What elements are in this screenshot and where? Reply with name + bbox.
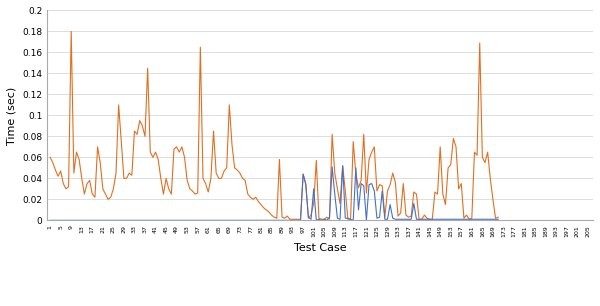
Total Flight Time*1000 — [431, 190, 439, 194]
Initial Planning time — [494, 218, 502, 221]
Initial Planning time — [428, 218, 436, 221]
Total Flight Time*1000 — [316, 216, 323, 220]
Total Flight Time*1000 — [494, 215, 502, 219]
Total Flight Time*1000 — [331, 171, 338, 175]
Total Flight Time*1000 — [47, 155, 54, 159]
Y-axis label: Time (sec): Time (sec) — [7, 86, 17, 144]
Initial Planning time — [326, 215, 333, 219]
Initial Planning time — [450, 218, 457, 221]
Line: Initial Planning time: Initial Planning time — [50, 166, 498, 220]
Initial Planning time — [339, 164, 346, 168]
Total Flight Time*1000 — [452, 145, 460, 149]
Initial Planning time — [310, 187, 317, 191]
Initial Planning time — [47, 218, 54, 222]
Total Flight Time*1000 — [365, 158, 373, 161]
Initial Planning time — [363, 218, 370, 222]
X-axis label: Test Case: Test Case — [294, 243, 347, 253]
Line: Total Flight Time*1000: Total Flight Time*1000 — [50, 32, 498, 219]
Initial Planning time — [128, 218, 136, 222]
Total Flight Time*1000 — [286, 218, 293, 221]
Total Flight Time*1000 — [68, 30, 75, 33]
Total Flight Time*1000 — [131, 129, 138, 133]
